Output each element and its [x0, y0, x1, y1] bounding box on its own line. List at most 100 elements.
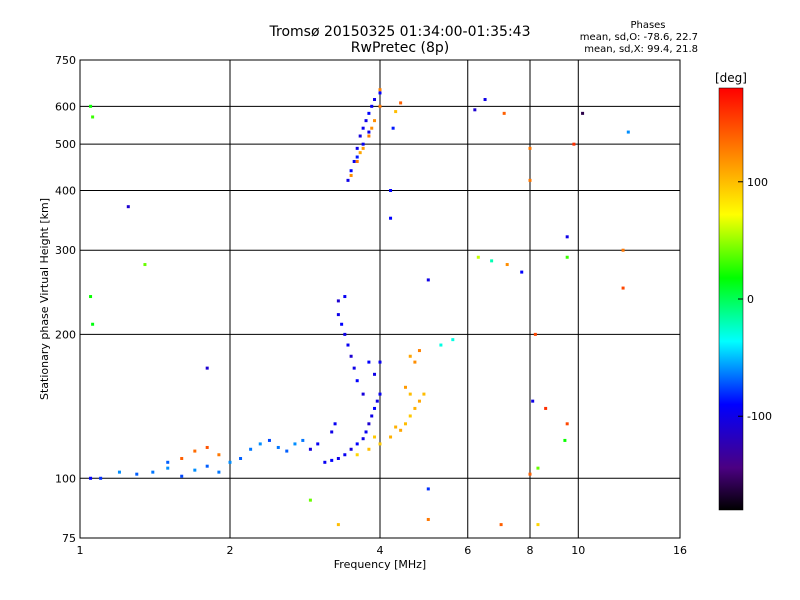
y-tick-label: 200 [55, 328, 76, 341]
data-point [285, 449, 289, 453]
data-point [417, 399, 421, 403]
data-point [520, 270, 524, 274]
data-point [91, 115, 95, 119]
x-tick-label: 4 [377, 544, 384, 557]
data-point [358, 151, 362, 155]
data-point [126, 205, 130, 209]
data-point [343, 453, 347, 457]
data-point [89, 295, 93, 299]
x-tick-label: 2 [227, 544, 234, 557]
data-point [581, 111, 585, 115]
data-point [301, 438, 305, 442]
data-point [364, 430, 368, 434]
y-tick-label: 750 [55, 54, 76, 67]
data-point [258, 442, 262, 446]
data-point [89, 476, 93, 480]
data-point [373, 406, 377, 410]
data-point [180, 456, 184, 460]
data-point [536, 466, 540, 470]
data-point [367, 360, 371, 364]
data-point [316, 442, 320, 446]
data-point [352, 159, 356, 163]
data-point [193, 468, 197, 472]
data-point [355, 159, 359, 163]
colorbar-tick-label: -100 [747, 410, 772, 423]
data-point [308, 447, 312, 451]
data-point [343, 332, 347, 336]
data-point [565, 255, 569, 259]
colorbar-label: [deg] [715, 71, 747, 85]
data-point [367, 447, 371, 451]
data-point [308, 498, 312, 502]
data-point [544, 406, 548, 410]
data-point [333, 422, 337, 426]
data-point [378, 442, 382, 446]
data-point [166, 460, 170, 464]
data-point [217, 453, 221, 457]
data-point [505, 263, 509, 267]
data-point [143, 263, 147, 267]
data-point [373, 98, 377, 102]
data-point [370, 414, 374, 418]
data-point [267, 438, 271, 442]
chart-title: Tromsø 20150325 01:34:00-01:35:43 [269, 24, 531, 40]
data-point [361, 437, 365, 441]
x-tick-label: 10 [571, 544, 585, 557]
x-tick-label: 6 [464, 544, 471, 557]
colorbar-tick-label: 0 [747, 293, 754, 306]
data-point [228, 460, 232, 464]
data-point [426, 278, 430, 282]
data-point [563, 438, 567, 442]
data-point [99, 476, 103, 480]
data-point [370, 126, 374, 130]
y-tick-label: 500 [55, 138, 76, 151]
data-point [451, 338, 455, 342]
phase-stats: Phases mean, sd,O: -78.6, 22.7 mean, sd,… [558, 20, 698, 56]
data-point [330, 430, 334, 434]
data-point [180, 474, 184, 478]
data-point [399, 101, 403, 105]
data-point [502, 111, 506, 115]
data-point [391, 126, 395, 130]
data-point [426, 517, 430, 521]
data-point [193, 449, 197, 453]
x-axis-label: Frequency [MHz] [334, 558, 426, 571]
data-point [355, 155, 359, 159]
y-tick-label: 100 [55, 472, 76, 485]
data-point [373, 119, 377, 123]
y-tick-label: 600 [55, 100, 76, 113]
data-point [373, 435, 377, 439]
data-point [375, 399, 379, 403]
data-point [621, 286, 625, 290]
data-point [413, 406, 417, 410]
data-point [536, 523, 540, 527]
data-point [343, 295, 347, 299]
colorbar-ticks: 100 0 -100 [738, 176, 772, 423]
phase-stats-title: Phases [630, 20, 666, 31]
x-axis: 1 2 4 6 8 10 16 [77, 544, 688, 557]
data-point [528, 146, 532, 150]
data-point [626, 130, 630, 134]
data-point [151, 470, 155, 474]
x-tick-label: 16 [673, 544, 687, 557]
data-point [389, 435, 393, 439]
data-point [367, 111, 371, 115]
data-point [417, 349, 421, 353]
data-point [490, 259, 494, 263]
data-point [205, 464, 209, 468]
y-tick-label: 300 [55, 244, 76, 257]
x-tick-label: 8 [527, 544, 534, 557]
data-point [528, 178, 532, 182]
data-point [389, 188, 393, 192]
data-point [323, 460, 327, 464]
chart-subtitle: RwPretec (8p) [350, 40, 450, 56]
data-point [413, 360, 417, 364]
data-point [276, 445, 280, 449]
data-point [426, 487, 430, 491]
y-tick-label: 400 [55, 184, 76, 197]
data-point [394, 425, 398, 429]
data-point [367, 134, 371, 138]
y-axis: 75 100 200 300 400 500 600 750 [55, 54, 76, 545]
data-point [533, 332, 537, 336]
